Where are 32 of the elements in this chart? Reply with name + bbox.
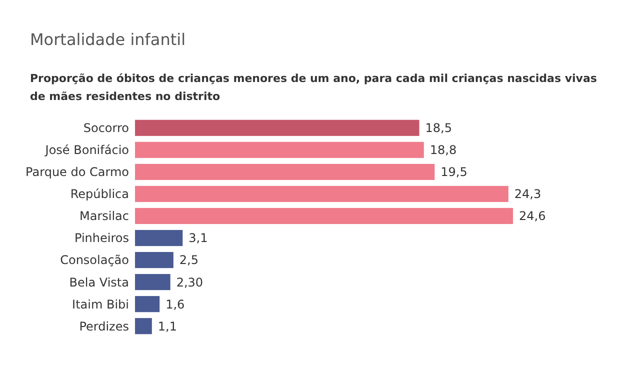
data-label: 1,1 xyxy=(158,319,177,334)
chart-subtitle: Proporção de óbitos de crianças menores de um ano, para cada mil crianças nascidas vivas de mães residentes no distrito xyxy=(30,72,598,103)
data-label: 1,6 xyxy=(166,297,185,312)
y-tick-label: Consolação xyxy=(60,253,129,268)
data-label: 24,3 xyxy=(514,187,542,202)
bar xyxy=(135,318,152,334)
data-label: 2,5 xyxy=(179,253,199,268)
y-tick-label: Socorro xyxy=(83,121,129,136)
data-label: 2,30 xyxy=(176,275,204,290)
bar xyxy=(135,186,508,202)
bar xyxy=(135,274,170,290)
bar xyxy=(135,230,183,246)
y-tick-label: Parque do Carmo xyxy=(26,165,129,180)
y-tick-label: José Bonifácio xyxy=(44,143,129,158)
bar xyxy=(135,164,435,180)
y-tick-label: República xyxy=(70,187,129,202)
data-label: 19,5 xyxy=(440,165,468,180)
bar xyxy=(135,252,174,268)
bar xyxy=(135,142,424,158)
y-tick-label: Bela Vista xyxy=(69,275,129,290)
y-tick-label: Perdizes xyxy=(79,319,129,334)
data-label: 3,1 xyxy=(188,231,208,246)
y-tick-label: Itaim Bibi xyxy=(72,297,129,312)
bar xyxy=(135,120,420,136)
chart-title: Mortalidade infantil xyxy=(30,30,186,49)
y-tick-label: Pinheiros xyxy=(74,231,129,246)
bar xyxy=(135,208,513,224)
data-label: 24,6 xyxy=(519,209,546,224)
y-tick-label: Marsilac xyxy=(79,209,129,224)
data-label: 18,8 xyxy=(430,143,457,158)
data-label: 18,5 xyxy=(425,121,452,136)
bar xyxy=(135,296,160,312)
